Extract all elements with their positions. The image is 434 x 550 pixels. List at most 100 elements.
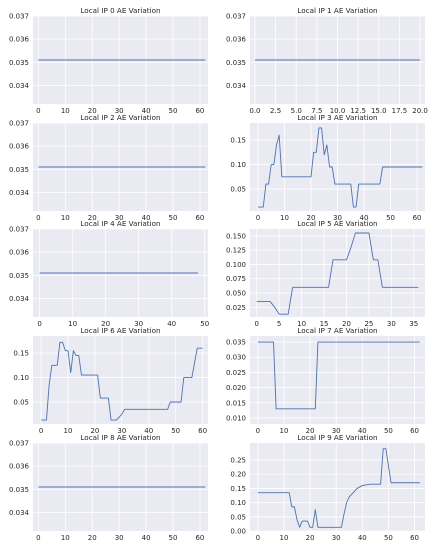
x-tick-label: 5 bbox=[277, 320, 281, 328]
x-tick-label: 30 bbox=[115, 107, 124, 115]
subplot-6: 0.05 0.10 0.15 0 10 20 30 40 50 60 Local IP 6 AE V… bbox=[13, 326, 208, 435]
y-tick-label: 0.15 bbox=[13, 350, 29, 358]
subplot-title: Local IP 7 AE Variation bbox=[297, 326, 377, 335]
x-tick-label: 20 bbox=[342, 320, 351, 328]
x-tick-label: 0 bbox=[39, 427, 43, 435]
y-tick-label: 0.10 bbox=[230, 161, 246, 169]
x-tick-label: 35 bbox=[409, 320, 418, 328]
x-tick-label: 50 bbox=[169, 214, 178, 222]
y-tick-label: 0.015 bbox=[226, 399, 246, 407]
x-tick-label: 17.5 bbox=[392, 107, 408, 115]
y-tick-label: 0.034 bbox=[9, 509, 30, 517]
y-tick-label: 0.050 bbox=[226, 290, 246, 298]
x-tick-label: 60 bbox=[195, 107, 204, 115]
x-tick-label: 10 bbox=[61, 214, 70, 222]
x-tick-label: 10 bbox=[279, 427, 288, 435]
x-tick-label: 20 bbox=[306, 534, 315, 542]
y-tick-label: 0.035 bbox=[9, 59, 29, 67]
x-tick-label: 20 bbox=[306, 427, 315, 435]
subplot-title: Local IP 4 AE Variation bbox=[80, 219, 160, 228]
y-tick-label: 0.036 bbox=[226, 36, 247, 44]
x-tick-label: 20 bbox=[101, 320, 110, 328]
y-tick-label: 0.036 bbox=[9, 463, 30, 471]
x-tick-label: 0 bbox=[254, 320, 258, 328]
x-tick-label: 40 bbox=[358, 427, 367, 435]
y-tick-label: 0.05 bbox=[230, 186, 246, 194]
y-tick-label: 0.035 bbox=[226, 339, 246, 347]
y-tick-label: 0.05 bbox=[13, 399, 29, 407]
x-tick-label: 0 bbox=[256, 534, 260, 542]
x-tick-label: 0 bbox=[36, 107, 40, 115]
x-tick-label: 40 bbox=[358, 534, 367, 542]
x-tick-label: 40 bbox=[142, 534, 151, 542]
x-tick-label: 50 bbox=[169, 534, 178, 542]
x-tick-label: 50 bbox=[384, 534, 393, 542]
series-line bbox=[257, 448, 420, 528]
y-tick-label: 0.030 bbox=[226, 354, 246, 362]
plot-area bbox=[250, 336, 425, 424]
y-tick-label: 0.025 bbox=[226, 369, 246, 377]
x-tick-label: 2.5 bbox=[270, 107, 281, 115]
y-tick-label: 0.100 bbox=[226, 261, 246, 269]
y-tick-label: 0.034 bbox=[9, 295, 30, 303]
x-tick-label: 20.0 bbox=[412, 107, 428, 115]
y-tick-label: 0.036 bbox=[9, 249, 30, 257]
x-tick-label: 60 bbox=[410, 534, 419, 542]
x-tick-label: 50 bbox=[386, 214, 395, 222]
y-tick-label: 0.25 bbox=[230, 457, 246, 465]
x-tick-label: 10 bbox=[68, 320, 77, 328]
x-tick-label: 0 bbox=[256, 214, 260, 222]
y-tick-label: 0.035 bbox=[9, 486, 29, 494]
x-tick-label: 50 bbox=[200, 320, 209, 328]
series-line bbox=[256, 232, 419, 315]
plot-area bbox=[250, 443, 425, 531]
x-tick-label: 40 bbox=[144, 427, 153, 435]
y-tick-label: 0.20 bbox=[230, 471, 246, 479]
x-tick-label: 20 bbox=[90, 427, 99, 435]
subplot-5: 0.025 0.050 0.075 0.100 0.125 0.150 0 5 10 15 20 25… bbox=[226, 219, 425, 328]
subplot-title: Local IP 1 AE Variation bbox=[297, 6, 377, 15]
y-tick-label: 0.10 bbox=[230, 499, 246, 507]
y-tick-label: 0.037 bbox=[9, 120, 29, 128]
series-line bbox=[41, 341, 203, 421]
x-tick-label: 15 bbox=[320, 320, 329, 328]
x-tick-label: 60 bbox=[410, 427, 419, 435]
subplot-8: 0.034 0.035 0.036 0.037 0 10 20 30 40 50 60 Local I… bbox=[9, 433, 208, 542]
x-tick-label: 30 bbox=[333, 214, 342, 222]
x-tick-label: 20 bbox=[307, 214, 316, 222]
subplot-title: Local IP 2 AE Variation bbox=[80, 113, 160, 122]
x-tick-label: 0 bbox=[36, 214, 40, 222]
y-tick-label: 0.034 bbox=[226, 82, 247, 90]
y-tick-label: 0.037 bbox=[9, 226, 29, 234]
y-tick-label: 0.037 bbox=[226, 13, 246, 21]
subplot-9: 0.00 0.05 0.10 0.15 0.20 0.25 0 10 20 30 40 50 60 Loc… bbox=[230, 433, 425, 542]
x-tick-label: 10 bbox=[280, 214, 289, 222]
x-tick-label: 0 bbox=[36, 534, 40, 542]
x-tick-label: 20 bbox=[88, 534, 97, 542]
subplot-title: Local IP 3 AE Variation bbox=[297, 113, 377, 122]
x-tick-label: 0.0 bbox=[249, 107, 260, 115]
x-tick-label: 60 bbox=[195, 534, 204, 542]
x-tick-label: 15.0 bbox=[371, 107, 387, 115]
x-tick-label: 25 bbox=[364, 320, 373, 328]
subplot-1: 0.034 0.035 0.036 0.037 0.0 2.5 5.0 7.5 10.0 12.5… bbox=[226, 6, 428, 115]
x-tick-label: 40 bbox=[360, 214, 369, 222]
plot-area bbox=[250, 229, 425, 317]
y-tick-label: 0.15 bbox=[230, 137, 246, 145]
x-tick-label: 10 bbox=[61, 534, 70, 542]
x-tick-label: 30 bbox=[134, 320, 143, 328]
y-tick-label: 0.034 bbox=[9, 189, 30, 197]
subplot-7: 0.010 0.015 0.020 0.025 0.030 0.035 0 10 20 30 40 5… bbox=[226, 326, 425, 435]
x-tick-label: 10 bbox=[64, 427, 73, 435]
x-tick-label: 50 bbox=[169, 107, 178, 115]
subplot-title: Local IP 8 AE Variation bbox=[80, 433, 160, 442]
x-tick-label: 0 bbox=[256, 427, 260, 435]
x-tick-label: 20 bbox=[88, 214, 97, 222]
x-tick-label: 60 bbox=[413, 214, 422, 222]
y-tick-label: 0.035 bbox=[226, 59, 246, 67]
y-tick-label: 0.035 bbox=[9, 272, 29, 280]
y-tick-label: 0.150 bbox=[226, 232, 246, 240]
subplot-3: 0.05 0.10 0.15 0 10 20 30 40 50 60 Local IP 3 AE V… bbox=[230, 113, 425, 222]
x-tick-label: 7.5 bbox=[311, 107, 322, 115]
x-tick-label: 20 bbox=[88, 107, 97, 115]
